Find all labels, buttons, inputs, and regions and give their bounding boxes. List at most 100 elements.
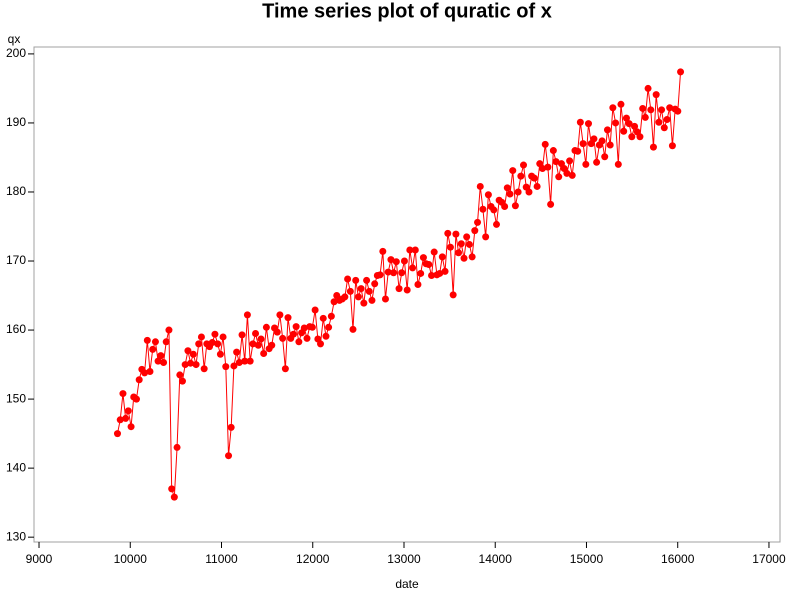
data-point <box>127 423 135 431</box>
data-point <box>363 276 371 284</box>
data-point <box>520 161 528 169</box>
y-tick-label: 190 <box>6 115 26 129</box>
data-point <box>668 142 676 150</box>
data-point <box>525 188 533 196</box>
data-point <box>647 106 655 114</box>
data-point <box>135 376 143 384</box>
data-point <box>663 115 671 123</box>
data-point <box>279 334 287 342</box>
data-point <box>677 68 685 76</box>
data-point <box>230 362 238 370</box>
data-point <box>122 414 130 422</box>
data-point <box>132 395 140 403</box>
data-point <box>606 141 614 149</box>
data-point <box>482 233 490 241</box>
data-point <box>425 260 433 268</box>
data-point <box>241 357 249 365</box>
data-point <box>490 206 498 214</box>
data-point <box>644 84 652 92</box>
data-point <box>295 338 303 346</box>
data-point <box>371 280 379 288</box>
chart-title: Time series plot of quratic of x <box>262 0 552 22</box>
data-point <box>157 352 165 360</box>
data-point <box>113 430 121 438</box>
data-point <box>547 200 555 208</box>
data-point <box>506 190 514 198</box>
data-point <box>428 272 436 280</box>
data-point <box>468 253 476 261</box>
x-tick-label: 12000 <box>296 552 330 566</box>
data-point <box>533 182 541 190</box>
y-tick-label: 160 <box>6 322 26 336</box>
data-point <box>124 407 132 415</box>
data-point <box>411 246 419 254</box>
x-tick-label: 9000 <box>26 552 53 566</box>
data-point <box>538 165 546 173</box>
data-point <box>609 104 617 112</box>
data-point <box>146 367 154 375</box>
data-point <box>235 359 243 367</box>
data-point <box>403 286 411 294</box>
data-point <box>549 147 557 155</box>
data-point <box>189 350 197 358</box>
data-point <box>170 493 178 501</box>
data-point <box>514 188 522 196</box>
data-point <box>441 267 449 275</box>
data-point <box>446 243 454 251</box>
data-point <box>238 331 246 339</box>
data-point <box>457 240 465 248</box>
data-point <box>479 205 487 213</box>
data-point <box>493 220 501 228</box>
data-point <box>352 276 360 284</box>
data-point <box>660 124 668 132</box>
data-point <box>471 227 479 235</box>
data-point <box>233 348 241 356</box>
series-line <box>116 71 682 498</box>
data-point <box>346 287 354 295</box>
data-point <box>474 218 482 226</box>
data-point <box>176 371 184 379</box>
data-point <box>430 248 438 256</box>
data-point <box>395 285 403 293</box>
data-point <box>666 104 674 112</box>
y-tick-label: 130 <box>6 529 26 543</box>
data-point <box>322 332 330 340</box>
data-point <box>368 296 376 304</box>
data-point <box>576 118 584 126</box>
data-point <box>465 240 473 248</box>
data-point <box>200 365 208 373</box>
x-tick-label: 10000 <box>114 552 148 566</box>
data-point <box>300 324 308 332</box>
data-point <box>390 269 398 277</box>
data-point <box>438 253 446 261</box>
data-point <box>162 338 170 346</box>
data-point <box>384 268 392 276</box>
data-point <box>509 167 517 175</box>
data-point <box>211 330 219 338</box>
data-point <box>612 119 620 127</box>
data-point <box>197 333 205 341</box>
y-tick-label: 200 <box>6 46 26 60</box>
data-point <box>289 330 297 338</box>
data-point <box>222 363 230 371</box>
data-point <box>360 299 368 307</box>
data-point <box>308 323 316 331</box>
data-point <box>349 325 357 333</box>
data-point <box>674 107 682 115</box>
data-point <box>246 357 254 365</box>
data-point <box>392 258 400 266</box>
y-tick-label: 150 <box>6 391 26 405</box>
data-point <box>541 140 549 148</box>
data-point <box>449 291 457 299</box>
data-point <box>590 135 598 143</box>
data-point <box>141 369 149 377</box>
data-point <box>149 345 157 353</box>
x-tick-label: 13000 <box>387 552 421 566</box>
data-point <box>219 333 227 341</box>
data-point <box>417 269 425 277</box>
data-point <box>381 295 389 303</box>
data-point <box>276 311 284 319</box>
data-point <box>503 184 511 192</box>
x-axis-label: date <box>395 577 419 591</box>
